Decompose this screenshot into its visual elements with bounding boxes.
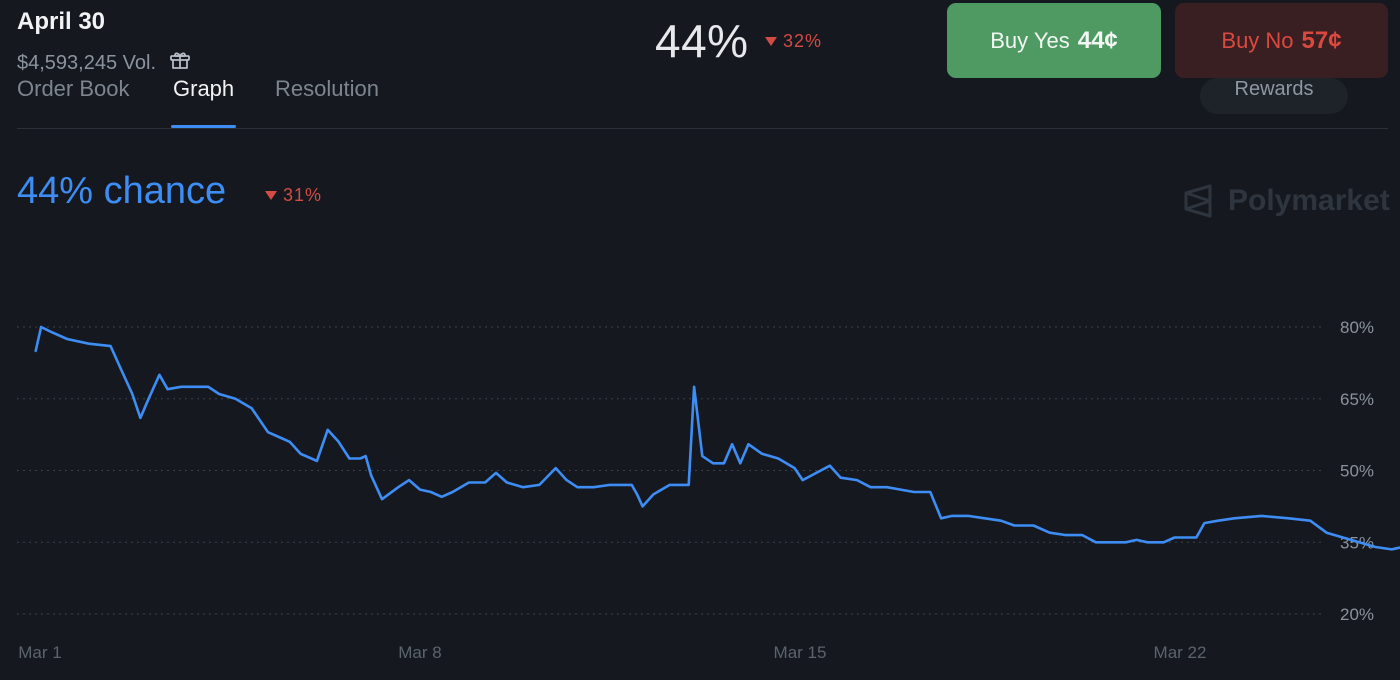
brand-name: Polymarket [1228, 184, 1390, 217]
buy-no-button[interactable]: Buy No 57¢ [1175, 3, 1388, 78]
x-tick-label: Mar 15 [774, 643, 827, 662]
price-change-badge: 32% [765, 31, 822, 52]
price-line [34, 325, 1400, 551]
gift-icon[interactable] [168, 48, 192, 78]
polymarket-watermark: Polymarket [1180, 183, 1390, 219]
x-axis-labels: Mar 1 Mar 8 Mar 15 Mar 22 [18, 643, 1206, 662]
buy-yes-price: 44¢ [1077, 26, 1118, 54]
buy-no-price: 57¢ [1301, 26, 1342, 54]
x-tick-label: Mar 22 [1154, 643, 1207, 662]
market-title: April 30 [17, 8, 106, 35]
chart-grid [17, 326, 1325, 615]
y-tick-label: 80% [1340, 318, 1374, 337]
buy-no-label: Buy No [1221, 27, 1294, 53]
chart-chance-text: 44% chance [17, 170, 227, 212]
x-tick-label: Mar 8 [398, 643, 441, 662]
tab-graph[interactable]: Graph [173, 78, 235, 101]
y-tick-label: 50% [1340, 462, 1374, 481]
rewards-button[interactable]: Rewards [1200, 78, 1348, 114]
tabs-row: Order Book Graph Resolution Rewards [0, 78, 1400, 128]
active-tab-underline [171, 125, 236, 128]
current-price-percent: 44% [655, 15, 749, 67]
tab-resolution[interactable]: Resolution [275, 78, 379, 101]
rewards-label: Rewards [1234, 78, 1314, 100]
market-header: April 30 $4,593,245 Vol. 44% 32% Buy Yes… [0, 0, 1400, 128]
y-tick-label: 20% [1340, 605, 1374, 624]
down-triangle-icon [265, 191, 277, 200]
price-change-value: 32% [783, 31, 823, 51]
volume-text: $4,593,245 Vol. [17, 51, 157, 74]
x-tick-label: Mar 1 [18, 643, 61, 662]
tab-order-book[interactable]: Order Book [17, 78, 130, 101]
polymarket-logo-icon [1184, 184, 1212, 218]
y-axis-labels: 80%65%50%35%20% [1340, 318, 1374, 624]
chart-change-badge: 31% [265, 185, 322, 206]
buy-yes-button[interactable]: Buy Yes 44¢ [947, 3, 1161, 78]
tabs-divider [17, 128, 1388, 129]
down-triangle-icon [765, 37, 777, 46]
chart-change-value: 31% [283, 185, 323, 205]
y-tick-label: 65% [1340, 390, 1374, 409]
volume-row: $4,593,245 Vol. [17, 48, 192, 78]
buy-yes-label: Buy Yes [990, 27, 1070, 53]
